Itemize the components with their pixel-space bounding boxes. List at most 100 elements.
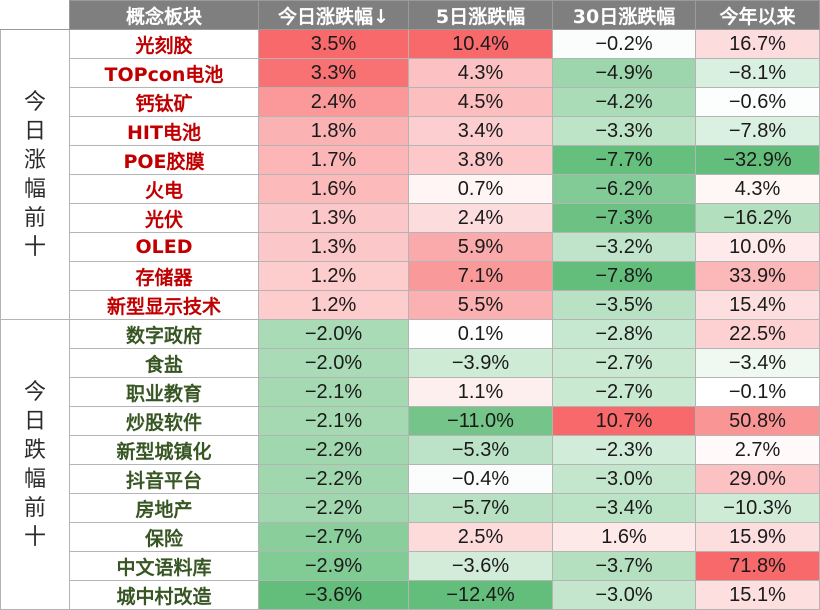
- sector-name-cell[interactable]: 抖音平台: [69, 464, 259, 494]
- sector-name-cell[interactable]: 中文语料库: [69, 551, 259, 581]
- thirty-day-change-cell: −2.3%: [552, 435, 696, 465]
- ytd-change-cell: 2.7%: [695, 435, 820, 465]
- sector-name-cell[interactable]: 光伏: [69, 203, 259, 233]
- sector-name-cell[interactable]: HIT电池: [69, 116, 259, 146]
- table-row[interactable]: HIT电池 1.8% 3.4% −3.3% −7.8%: [1, 116, 820, 146]
- table-row[interactable]: TOPcon电池 3.3% 4.3% −4.9% −8.1%: [1, 58, 820, 88]
- today-change-cell: −2.0%: [258, 348, 409, 378]
- ytd-change-cell: −7.8%: [695, 116, 820, 146]
- header-row: 概念板块 今日涨跌幅↓ 5日涨跌幅 30日涨跌幅 今年以来: [0, 0, 820, 30]
- sector-name-cell[interactable]: 城中村改造: [69, 580, 259, 610]
- sector-name-cell[interactable]: OLED: [69, 232, 259, 262]
- table-row[interactable]: 新型城镇化 −2.2% −5.3% −2.3% 2.7%: [1, 435, 820, 465]
- today-change-cell: −2.2%: [258, 464, 409, 494]
- sector-name-cell[interactable]: 光刻胶: [69, 29, 259, 59]
- table-row[interactable]: POE胶膜 1.7% 3.8% −7.7% −32.9%: [1, 145, 820, 175]
- five-day-change-cell: 10.4%: [408, 29, 553, 59]
- sector-name-cell[interactable]: 炒股软件: [69, 406, 259, 436]
- table-row[interactable]: 新型显示技术 1.2% 5.5% −3.5% 15.4%: [1, 290, 820, 320]
- today-change-cell: −3.6%: [258, 580, 409, 610]
- thirty-day-change-cell: −3.3%: [552, 116, 696, 146]
- thirty-day-change-cell: −2.7%: [552, 348, 696, 378]
- header-ytd-change[interactable]: 今年以来: [695, 0, 820, 30]
- thirty-day-change-cell: −7.8%: [552, 261, 696, 291]
- table-row[interactable]: 城中村改造 −3.6% −12.4% −3.0% 15.1%: [1, 580, 820, 610]
- thirty-day-change-cell: −7.7%: [552, 145, 696, 175]
- sector-name-cell[interactable]: 新型城镇化: [69, 435, 259, 465]
- thirty-day-change-cell: 1.6%: [552, 522, 696, 552]
- sector-name-cell[interactable]: 钙钛矿: [69, 87, 259, 117]
- header-concept-sector[interactable]: 概念板块: [69, 0, 259, 30]
- sector-name-cell[interactable]: 数字政府: [69, 319, 259, 349]
- today-change-cell: 1.8%: [258, 116, 409, 146]
- five-day-change-cell: −11.0%: [408, 406, 553, 436]
- table-row[interactable]: 今日跌幅前十 数字政府 −2.0% 0.1% −2.8% 22.5%: [0, 319, 820, 610]
- sector-name-cell[interactable]: POE胶膜: [69, 145, 259, 175]
- five-day-change-cell: −0.4%: [408, 464, 553, 494]
- sector-name-cell[interactable]: 新型显示技术: [69, 290, 259, 320]
- five-day-change-cell: −5.3%: [408, 435, 553, 465]
- thirty-day-change-cell: −4.9%: [552, 58, 696, 88]
- thirty-day-change-cell: −3.7%: [552, 551, 696, 581]
- today-change-cell: −2.2%: [258, 493, 409, 523]
- header-today-change[interactable]: 今日涨跌幅↓: [258, 0, 409, 30]
- thirty-day-change-cell: −3.0%: [552, 464, 696, 494]
- today-change-cell: 1.2%: [258, 261, 409, 291]
- header-30day-change[interactable]: 30日涨跌幅: [552, 0, 696, 30]
- five-day-change-cell: 0.7%: [408, 174, 553, 204]
- today-change-cell: −2.0%: [258, 319, 409, 349]
- today-change-cell: 1.3%: [258, 232, 409, 262]
- table-row[interactable]: 房地产 −2.2% −5.7% −3.4% −10.3%: [1, 493, 820, 523]
- group-label-up: 今日涨幅前十: [0, 29, 70, 320]
- ytd-change-cell: −3.4%: [695, 348, 820, 378]
- ytd-change-cell: 15.4%: [695, 290, 820, 320]
- thirty-day-change-cell: −2.7%: [552, 377, 696, 407]
- ytd-change-cell: 50.8%: [695, 406, 820, 436]
- ytd-change-cell: −0.6%: [695, 87, 820, 117]
- thirty-day-change-cell: −0.2%: [552, 29, 696, 59]
- thirty-day-change-cell: 10.7%: [552, 406, 696, 436]
- ytd-change-cell: −10.3%: [695, 493, 820, 523]
- five-day-change-cell: 2.4%: [408, 203, 553, 233]
- today-change-cell: −2.2%: [258, 435, 409, 465]
- table-row[interactable]: 职业教育 −2.1% 1.1% −2.7% −0.1%: [1, 377, 820, 407]
- sector-name-cell[interactable]: 火电: [69, 174, 259, 204]
- ytd-change-cell: −0.1%: [695, 377, 820, 407]
- table-row[interactable]: 火电 1.6% 0.7% −6.2% 4.3%: [1, 174, 820, 204]
- table-row[interactable]: 中文语料库 −2.9% −3.6% −3.7% 71.8%: [1, 551, 820, 581]
- group-label-down: 今日跌幅前十: [0, 319, 70, 610]
- five-day-change-cell: −3.9%: [408, 348, 553, 378]
- thirty-day-change-cell: −6.2%: [552, 174, 696, 204]
- sector-name-cell[interactable]: 房地产: [69, 493, 259, 523]
- five-day-change-cell: −5.7%: [408, 493, 553, 523]
- five-day-change-cell: 2.5%: [408, 522, 553, 552]
- header-5day-change[interactable]: 5日涨跌幅: [408, 0, 553, 30]
- table-row[interactable]: 钙钛矿 2.4% 4.5% −4.2% −0.6%: [1, 87, 820, 117]
- sector-name-cell[interactable]: 职业教育: [69, 377, 259, 407]
- ytd-change-cell: 4.3%: [695, 174, 820, 204]
- table-row[interactable]: 食盐 −2.0% −3.9% −2.7% −3.4%: [1, 348, 820, 378]
- table-row[interactable]: 抖音平台 −2.2% −0.4% −3.0% 29.0%: [1, 464, 820, 494]
- table-row[interactable]: 今日涨幅前十 光刻胶 3.5% 10.4% −0.2% 16.7%: [0, 29, 820, 320]
- ytd-change-cell: −32.9%: [695, 145, 820, 175]
- thirty-day-change-cell: −3.5%: [552, 290, 696, 320]
- sector-name-cell[interactable]: 食盐: [69, 348, 259, 378]
- ytd-change-cell: 71.8%: [695, 551, 820, 581]
- sector-name-cell[interactable]: 存储器: [69, 261, 259, 291]
- five-day-change-cell: 4.5%: [408, 87, 553, 117]
- table-row[interactable]: OLED 1.3% 5.9% −3.2% 10.0%: [1, 232, 820, 262]
- five-day-change-cell: 0.1%: [408, 319, 553, 349]
- sector-name-cell[interactable]: 保险: [69, 522, 259, 552]
- table-row[interactable]: 炒股软件 −2.1% −11.0% 10.7% 50.8%: [1, 406, 820, 436]
- five-day-change-cell: 5.5%: [408, 290, 553, 320]
- thirty-day-change-cell: −3.4%: [552, 493, 696, 523]
- ytd-change-cell: 29.0%: [695, 464, 820, 494]
- ytd-change-cell: 15.1%: [695, 580, 820, 610]
- five-day-change-cell: 4.3%: [408, 58, 553, 88]
- ytd-change-cell: 16.7%: [695, 29, 820, 59]
- table-row[interactable]: 存储器 1.2% 7.1% −7.8% 33.9%: [1, 261, 820, 291]
- today-change-cell: 1.6%: [258, 174, 409, 204]
- table-row[interactable]: 保险 −2.7% 2.5% 1.6% 15.9%: [1, 522, 820, 552]
- sector-name-cell[interactable]: TOPcon电池: [69, 58, 259, 88]
- table-row[interactable]: 光伏 1.3% 2.4% −7.3% −16.2%: [1, 203, 820, 233]
